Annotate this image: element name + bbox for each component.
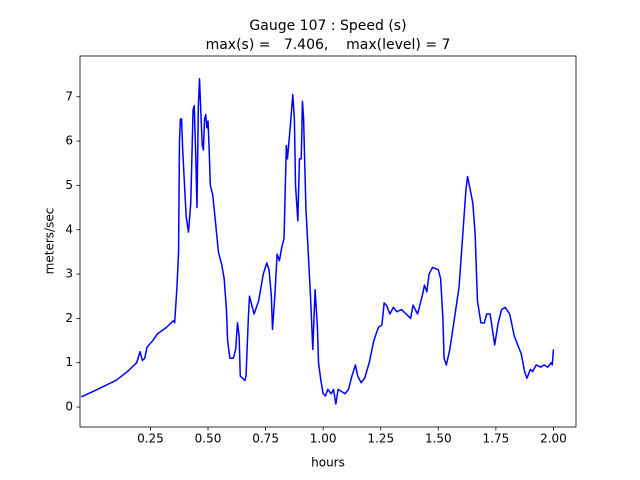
x-axis-label: hours xyxy=(311,456,345,470)
y-tick-label: 7 xyxy=(65,89,73,103)
y-tick-label: 3 xyxy=(65,267,73,281)
x-tick-label: 1.50 xyxy=(425,432,452,446)
plot-frame xyxy=(79,55,577,428)
data-line xyxy=(81,78,555,405)
chart-subtitle: max(s) = 7.406, max(level) = 7 xyxy=(206,37,451,53)
y-tick-label: 6 xyxy=(65,134,73,148)
x-tick-label: 1.75 xyxy=(483,432,510,446)
chart-title: Gauge 107 : Speed (s) xyxy=(249,18,406,34)
y-tick-label: 5 xyxy=(65,178,73,192)
x-tick-label: 0.25 xyxy=(137,432,164,446)
y-tick-label: 0 xyxy=(65,400,73,414)
y-tick-label: 1 xyxy=(65,355,73,369)
y-tick-label: 2 xyxy=(65,311,73,325)
x-tick-label: 1.00 xyxy=(310,432,337,446)
y-axis-label: meters/sec xyxy=(43,208,57,275)
x-tick-label: 0.75 xyxy=(252,432,279,446)
x-tick-label: 2.00 xyxy=(540,432,567,446)
x-tick-label: 0.50 xyxy=(195,432,222,446)
y-tick-label: 4 xyxy=(65,222,73,236)
x-tick-label: 1.25 xyxy=(367,432,394,446)
